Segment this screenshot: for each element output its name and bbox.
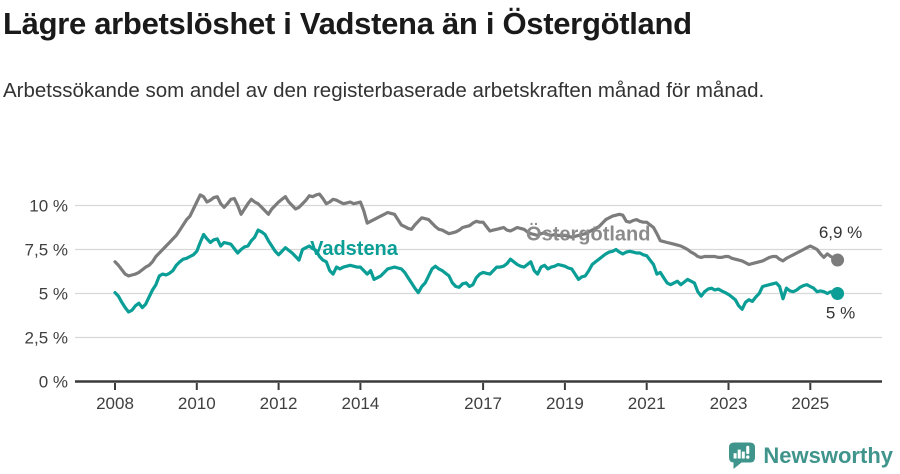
series-end-value-östergötland: 6,9 % (819, 223, 862, 242)
series-line-vadstena (113, 228, 840, 314)
series-end-value-vadstena: 5 % (826, 304, 855, 323)
y-axis-tick-label: 5 % (39, 285, 68, 304)
x-axis-tick-label: 2014 (341, 394, 379, 413)
brand-name: Newsworthy (763, 442, 893, 468)
x-axis-tick-label: 2021 (628, 394, 666, 413)
x-axis-tick-label: 2023 (710, 394, 748, 413)
newsworthy-logo-icon (729, 442, 756, 469)
y-axis-tick-label: 2,5 % (25, 329, 68, 348)
series-end-dot-vadstena (831, 287, 845, 300)
x-axis-tick-label: 2017 (464, 394, 502, 413)
series-line-östergötland (113, 192, 840, 278)
y-axis-tick-label: 7,5 % (25, 241, 68, 260)
series-label-vadstena: Vadstena (310, 238, 399, 260)
series-end-dot-östergötland (831, 253, 845, 267)
x-axis-tick-label: 2019 (546, 394, 584, 413)
x-axis-tick-label: 2012 (260, 394, 298, 413)
footer: Newsworthy (728, 441, 893, 470)
chart-title: Lägre arbetslöshet i Vadstena än i Öster… (3, 6, 692, 41)
x-axis-tick-label: 2025 (791, 394, 829, 413)
chart-subtitle: Arbetssökande som andel av den registerb… (3, 79, 765, 102)
y-axis-tick-label: 0 % (39, 373, 68, 392)
series-label-östergötland: Östergötland (526, 223, 650, 246)
x-axis-tick-label: 2008 (96, 394, 134, 413)
y-axis-tick-label: 10 % (29, 197, 68, 216)
x-axis-tick-label: 2010 (178, 394, 216, 413)
